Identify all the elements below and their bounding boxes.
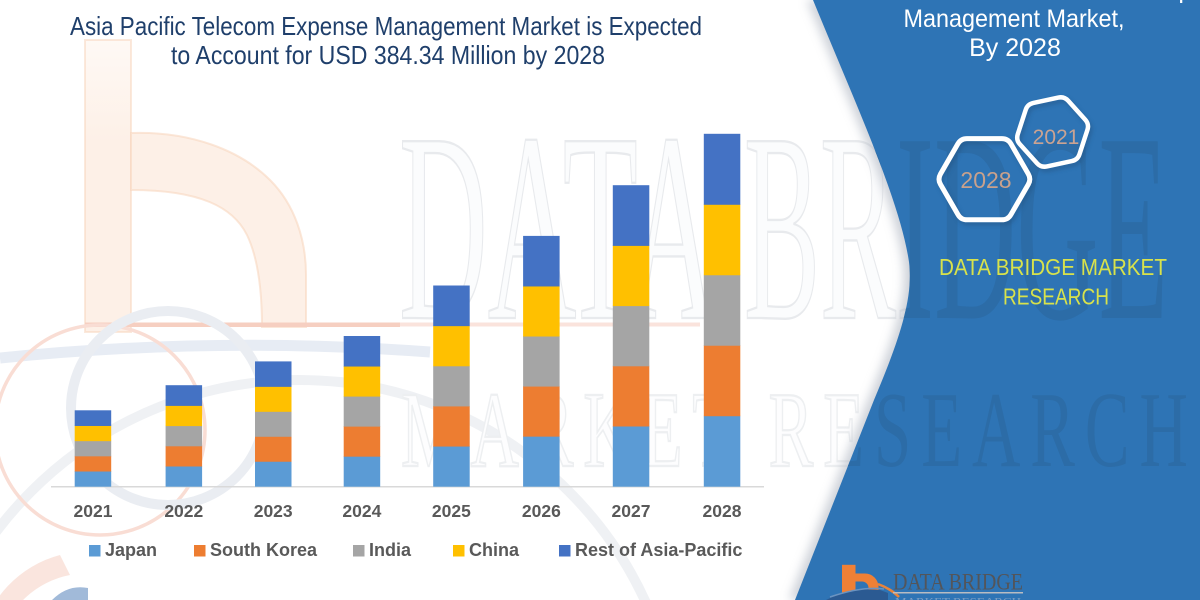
svg-text:RESEARCH: RESEARCH	[1003, 284, 1109, 310]
svg-text:Asia Pacific Telecom Expense M: Asia Pacific Telecom Expense Management …	[70, 11, 702, 41]
svg-text:2027: 2027	[612, 501, 651, 521]
svg-text:2025: 2025	[432, 501, 471, 521]
svg-text:2028: 2028	[703, 501, 742, 521]
svg-text:2023: 2023	[254, 501, 293, 521]
svg-text:2021: 2021	[74, 501, 113, 521]
svg-text:Management Market,: Management Market,	[904, 5, 1125, 33]
svg-text:India: India	[369, 540, 412, 560]
svg-text:China: China	[469, 540, 520, 560]
svg-text:Japan: Japan	[105, 540, 157, 560]
svg-text:2028: 2028	[960, 167, 1011, 193]
svg-text:DATA BRIDGE: DATA BRIDGE	[893, 569, 1023, 594]
svg-text:to Account for USD 384.34 Mill: to Account for USD 384.34 Million by 202…	[171, 40, 605, 70]
svg-text:South Korea: South Korea	[210, 540, 318, 560]
svg-text:By 2028: By 2028	[969, 34, 1061, 62]
svg-text:2026: 2026	[522, 501, 561, 521]
svg-text:Rest of Asia-Pacific: Rest of Asia-Pacific	[575, 540, 742, 560]
svg-text:DATA BRIDGE MARKET: DATA BRIDGE MARKET	[939, 254, 1167, 280]
svg-text:2021: 2021	[1033, 126, 1080, 149]
svg-text:2024: 2024	[342, 501, 381, 521]
svg-text:2022: 2022	[164, 501, 203, 521]
svg-text:Asia Pacific Telecom Expense: Asia Pacific Telecom Expense	[913, 0, 1200, 4]
svg-text:MARKET RESEARCH: MARKET RESEARCH	[895, 596, 1021, 600]
